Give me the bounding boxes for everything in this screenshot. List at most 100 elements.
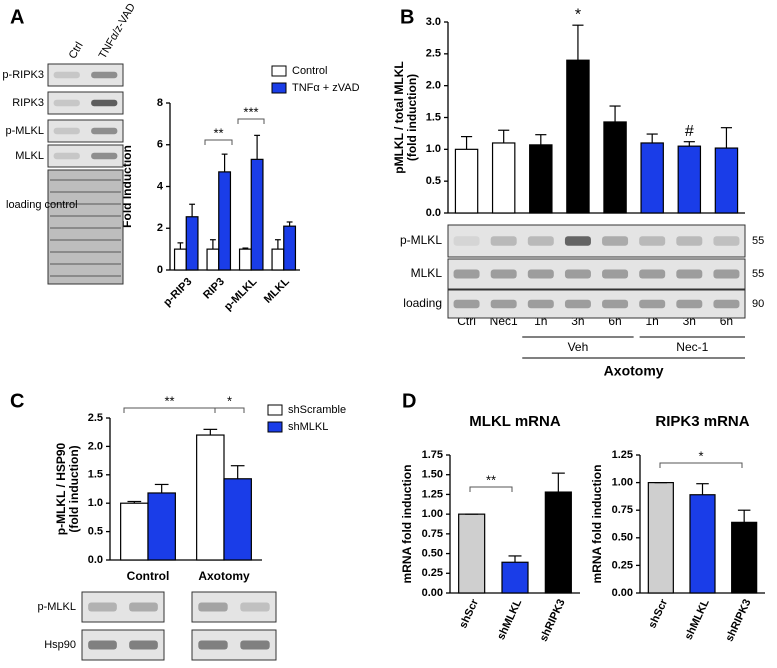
y-tick-label: 0.50	[422, 547, 443, 559]
blot-label: p-MLKL	[5, 125, 44, 137]
y-tick-label: 1.5	[426, 111, 441, 123]
lane-label: TNFα/z-VAD	[97, 1, 138, 61]
significance-bracket	[237, 118, 265, 124]
y-tick-label: 0.25	[422, 567, 443, 579]
y-tick-label: 1.5	[88, 469, 103, 481]
blot-band	[129, 602, 158, 612]
blot	[47, 144, 124, 168]
legend-label: TNFα + zVAD	[292, 82, 360, 94]
error-bar	[646, 133, 658, 143]
y-tick-label: 1.00	[422, 508, 443, 520]
error-bar	[286, 221, 293, 227]
blot-band	[198, 602, 228, 612]
blot-band	[453, 236, 480, 246]
significance-label: #	[685, 123, 694, 140]
blot-band	[490, 236, 517, 246]
y-axis-label: Fold Induction	[120, 145, 134, 228]
blot	[47, 119, 124, 143]
blot-label: MLKL	[411, 266, 443, 280]
blot-band	[713, 269, 740, 279]
lane-label: Ctrl	[67, 40, 86, 61]
y-axis-label: (fold induction)	[405, 74, 419, 161]
y-tick-label: 0.25	[612, 559, 633, 571]
error-bar	[242, 247, 249, 250]
x-tick-label: p-MLKL	[222, 275, 260, 313]
significance-bracket	[204, 139, 233, 145]
y-tick-label: 4	[157, 180, 164, 192]
bar	[640, 142, 664, 214]
blot-label: loading	[403, 296, 442, 310]
blot-band	[88, 640, 117, 650]
y-tick-label: 0.00	[422, 587, 443, 599]
x-tick-label: Axotomy	[198, 569, 250, 583]
blot-band	[91, 99, 118, 107]
blot	[47, 91, 124, 115]
legend-swatch	[271, 65, 287, 77]
blot-size: 90	[752, 298, 764, 310]
blot-band	[527, 299, 554, 309]
error-bar	[460, 136, 473, 150]
error-bar	[154, 483, 169, 493]
x-tick-label: MLKL	[262, 275, 292, 305]
blot-label: p-RIPK3	[2, 69, 44, 81]
blot	[81, 591, 165, 623]
x-tick-label: shScr	[457, 597, 481, 630]
blot-band	[527, 236, 554, 246]
blot-band	[564, 269, 591, 279]
error-bar	[551, 472, 565, 493]
bar	[544, 491, 572, 594]
blot-band	[639, 299, 666, 309]
error-bar	[696, 483, 709, 495]
y-tick-label: 2	[157, 222, 163, 234]
blot-band	[240, 640, 270, 650]
bar	[689, 494, 716, 594]
bar	[454, 148, 479, 214]
panel-letter: B	[400, 6, 414, 28]
error-bar	[737, 509, 751, 523]
error-bar	[683, 141, 695, 147]
y-axis-label: mRNA fold induction	[400, 465, 414, 584]
chart-title: RIPK3 mRNA	[655, 413, 749, 430]
y-tick-label: 0.5	[88, 526, 103, 538]
y-tick-label: 2.5	[426, 48, 441, 60]
y-tick-label: 1.50	[422, 469, 443, 481]
y-tick-label: 0.5	[426, 175, 441, 187]
y-tick-label: 1.25	[422, 488, 443, 500]
panel-letter: A	[10, 6, 24, 28]
blot-band	[490, 299, 517, 309]
significance-bracket	[123, 407, 216, 413]
panel-letter: C	[10, 390, 24, 412]
significance-label: ***	[243, 104, 258, 119]
blot-band	[527, 269, 554, 279]
blot-band	[453, 299, 480, 309]
bar	[283, 225, 297, 271]
significance-label: *	[575, 6, 581, 23]
y-tick-label: 0.50	[612, 532, 633, 544]
blot-band	[602, 299, 629, 309]
blot-band	[564, 236, 591, 246]
significance-label: *	[227, 393, 232, 408]
group-title: Axotomy	[604, 363, 664, 379]
y-tick-label: 0	[157, 264, 163, 276]
blot-band	[240, 602, 270, 612]
significance-bracket	[469, 486, 513, 492]
blot-band	[53, 152, 80, 160]
x-tick-label: RIP3	[201, 276, 227, 302]
y-tick-label: 8	[157, 97, 163, 109]
significance-label: **	[486, 472, 496, 487]
bar	[714, 147, 739, 214]
y-tick-label: 0.00	[612, 587, 633, 599]
panel-letter: D	[402, 390, 416, 412]
bar	[731, 521, 758, 594]
legend-swatch	[267, 421, 283, 433]
blot-band	[53, 127, 80, 135]
bar	[173, 248, 187, 271]
blot-band	[713, 299, 740, 309]
error-bar	[230, 465, 245, 479]
bar	[206, 248, 220, 271]
bar	[185, 216, 199, 271]
error-bar	[572, 24, 584, 61]
bar	[458, 513, 486, 594]
y-tick-label: 6	[157, 139, 163, 151]
